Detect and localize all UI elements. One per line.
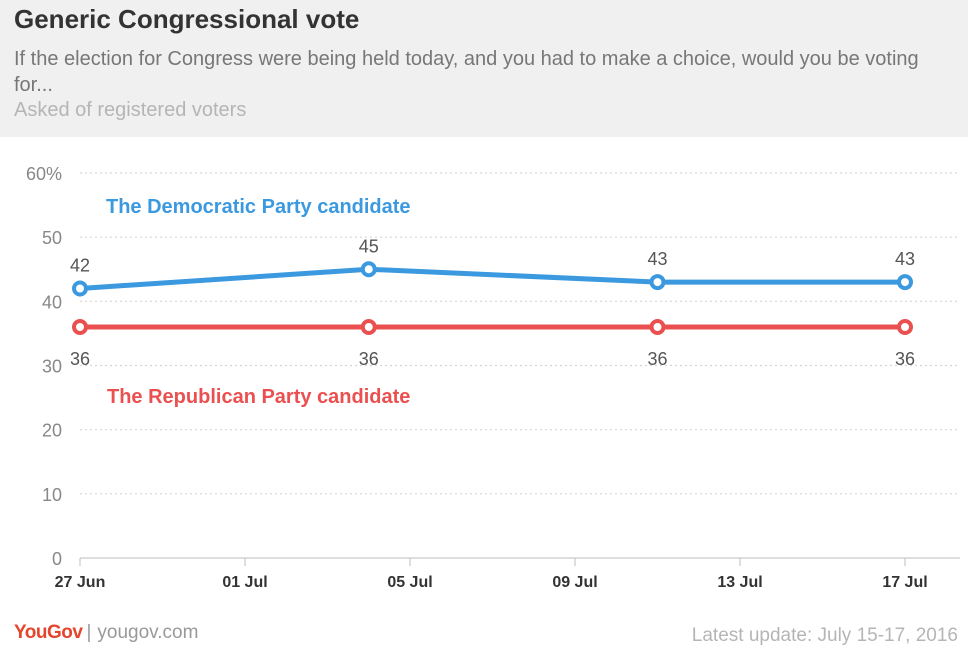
series-legend-label: The Democratic Party candidate xyxy=(106,196,411,218)
x-tick-label: 27 Jun xyxy=(55,574,106,591)
latest-update: Latest update: July 15-17, 2016 xyxy=(691,625,958,646)
line-chart: 60% 50 40 30 20 10 0 27 Jun 01 Jul 05 Jul 09 Jul 13… xyxy=(26,164,960,591)
data-label: 36 xyxy=(359,349,379,369)
y-tick-label: 40 xyxy=(42,292,62,312)
data-label: 43 xyxy=(647,249,667,269)
y-tick-label: 60% xyxy=(26,164,62,184)
x-tick-label: 09 Jul xyxy=(552,574,597,591)
x-tick-label: 17 Jul xyxy=(882,574,927,591)
chart-subtitle: If the election for Congress were being … xyxy=(14,48,919,96)
data-point xyxy=(360,319,377,335)
yougov-logo: YouGov xyxy=(14,622,83,643)
data-point xyxy=(897,274,913,291)
chart-header: Generic Congressional vote If the electi… xyxy=(0,0,968,137)
data-label: 45 xyxy=(359,236,379,256)
x-tick-label: 01 Jul xyxy=(222,574,267,591)
data-label: 36 xyxy=(647,349,667,369)
y-tick-label: 0 xyxy=(52,549,62,569)
y-tick-label: 50 xyxy=(42,228,62,248)
chart-title: Generic Congressional vote xyxy=(14,4,360,34)
series-line-democratic xyxy=(77,266,908,291)
data-point xyxy=(72,280,88,297)
brand-site-link[interactable]: yougov.com xyxy=(97,622,199,643)
data-label: 36 xyxy=(895,349,915,369)
data-point xyxy=(649,319,666,335)
data-point xyxy=(897,319,913,335)
x-tick-label: 13 Jul xyxy=(717,574,762,591)
data-label: 36 xyxy=(70,349,90,369)
y-tick-label: 10 xyxy=(42,485,62,505)
data-label: 42 xyxy=(70,256,90,276)
y-tick-label: 20 xyxy=(42,421,62,441)
series-legend-label: The Republican Party candidate xyxy=(107,386,410,408)
data-point xyxy=(72,319,88,335)
data-label: 43 xyxy=(895,249,915,269)
brand-divider: | xyxy=(86,622,92,643)
chart-note: Asked of registered voters xyxy=(14,99,247,121)
data-point xyxy=(360,261,377,278)
x-tick-label: 05 Jul xyxy=(387,574,432,591)
y-tick-label: 30 xyxy=(42,357,62,377)
data-point xyxy=(649,274,666,291)
footer-brand: YouGov | yougov.com xyxy=(14,622,198,644)
